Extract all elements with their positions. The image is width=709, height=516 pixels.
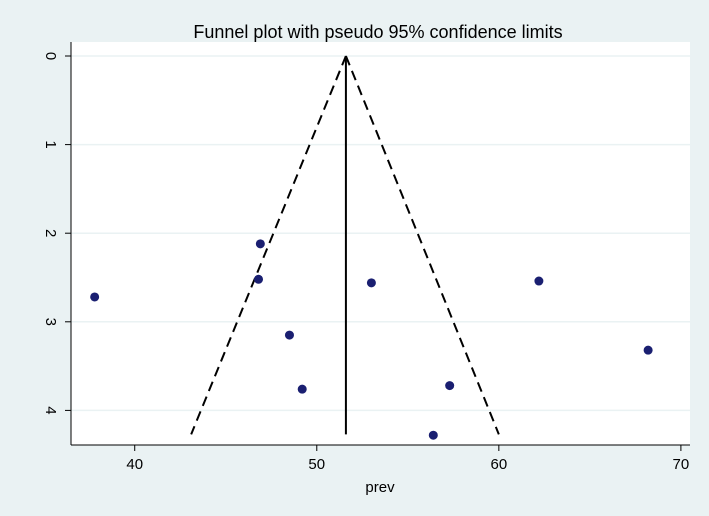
lower-confidence-limit-line xyxy=(190,55,347,435)
y-tick-label-3: 3 xyxy=(42,318,59,326)
grid-lines xyxy=(71,55,690,412)
data-point-7 xyxy=(428,430,438,440)
funnel-limits xyxy=(190,55,500,435)
y-tick-label-2: 2 xyxy=(42,229,59,237)
data-point-2 xyxy=(255,239,265,249)
data-point-4 xyxy=(284,330,294,340)
upper-confidence-limit-line xyxy=(344,55,500,435)
y-tick-label-1: 1 xyxy=(42,140,59,148)
data-points xyxy=(90,239,653,440)
data-point-8 xyxy=(445,381,455,391)
data-point-9 xyxy=(534,276,544,286)
data-point-6 xyxy=(366,278,376,288)
x-tick-label-60: 60 xyxy=(490,456,507,473)
x-tick-label-40: 40 xyxy=(126,456,143,473)
y-tick-label-0: 0 xyxy=(42,52,59,60)
x-axis-label: prev xyxy=(365,479,395,496)
y-tick-label-4: 4 xyxy=(42,406,59,414)
data-point-1 xyxy=(90,292,100,302)
data-point-10 xyxy=(643,345,653,355)
axes: 40 50 60 70 0 1 2 3 4 xyxy=(42,42,690,473)
x-tick-label-50: 50 xyxy=(308,456,325,473)
plot-area xyxy=(71,42,690,445)
data-point-3 xyxy=(254,274,264,284)
data-point-5 xyxy=(297,384,307,394)
x-tick-label-70: 70 xyxy=(673,456,690,473)
chart-title: Funnel plot with pseudo 95% confidence l… xyxy=(193,22,562,42)
